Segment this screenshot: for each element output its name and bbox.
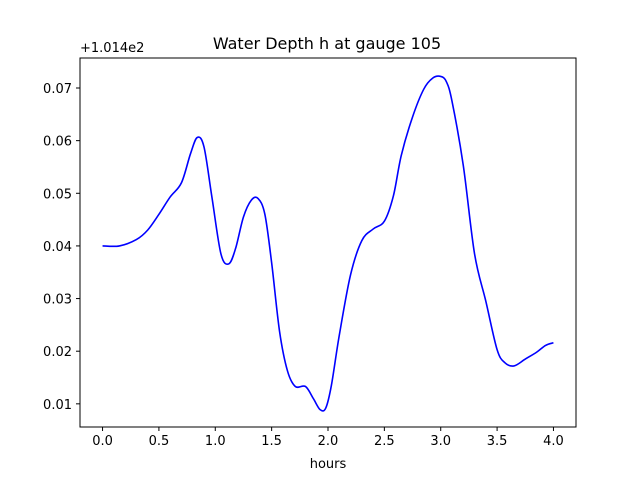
chart-title: Water Depth h at gauge 105 <box>213 34 441 53</box>
x-tick-label: 4.0 <box>543 434 564 449</box>
x-tick-label: 1.0 <box>205 434 226 449</box>
x-tick-label: 3.0 <box>430 434 451 449</box>
y-tick-label: 0.04 <box>43 240 72 255</box>
y-tick-label: 0.05 <box>43 187 72 202</box>
x-axis-label: hours <box>310 457 347 472</box>
x-axis: 0.0 0.5 1.0 1.5 2.0 2.5 3.0 3.5 4.0 <box>92 427 564 449</box>
y-tick-label: 0.07 <box>43 82 72 97</box>
plot-frame <box>79 57 577 428</box>
x-tick-label: 0.5 <box>149 434 170 449</box>
y-tick-label: 0.01 <box>43 398 72 413</box>
x-tick-label: 2.0 <box>318 434 339 449</box>
series-line-group <box>102 75 554 412</box>
y-tick-label: 0.03 <box>43 293 72 308</box>
series-line <box>102 75 554 412</box>
y-offset-label: +1.014e2 <box>80 41 144 56</box>
x-tick-label: 3.5 <box>487 434 508 449</box>
y-tick-label: 0.06 <box>43 135 72 150</box>
x-tick-label: 1.5 <box>261 434 282 449</box>
x-tick-label: 2.5 <box>374 434 395 449</box>
x-tick-label: 0.0 <box>92 434 113 449</box>
y-tick-label: 0.02 <box>43 345 72 360</box>
y-axis: 0.01 0.02 0.03 0.04 0.05 0.06 0.07 <box>43 82 80 413</box>
